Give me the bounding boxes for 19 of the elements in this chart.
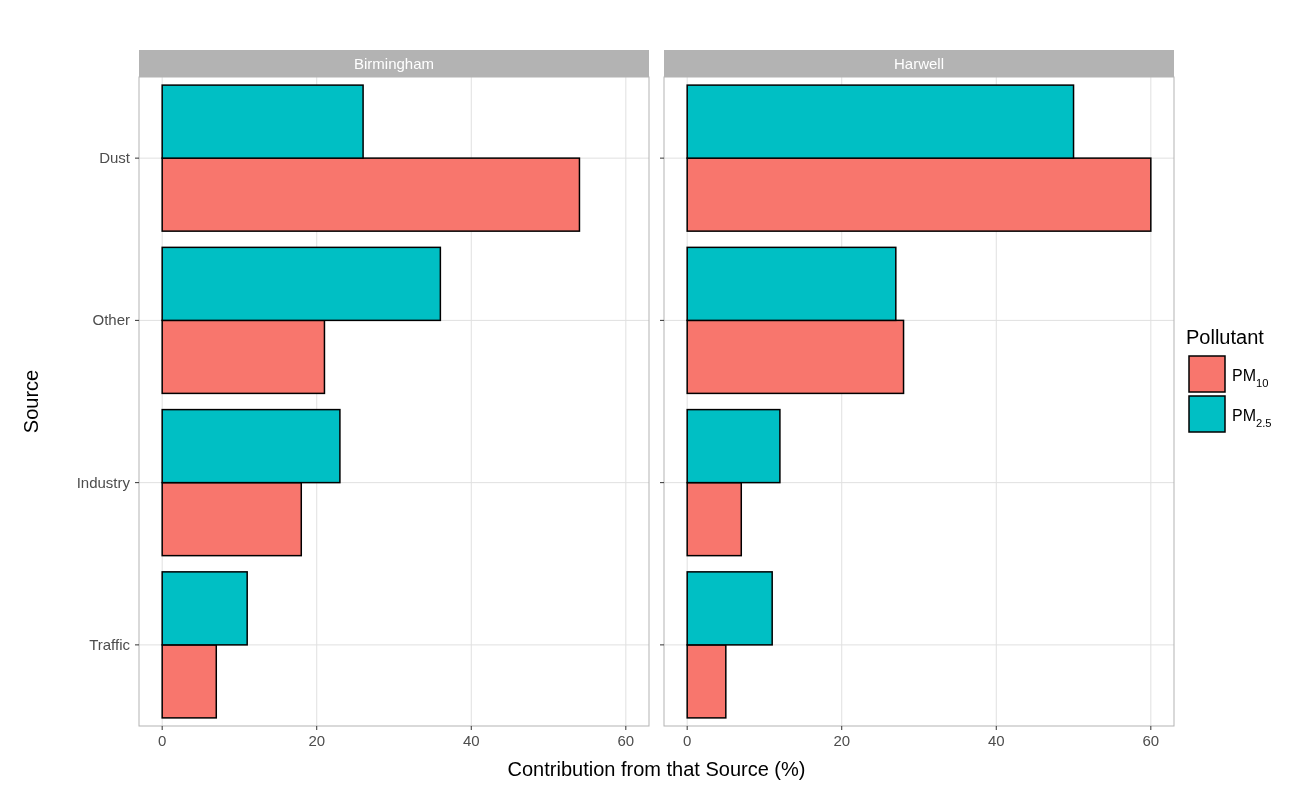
y-tick-label: Dust [99, 149, 131, 167]
x-tick-label: 40 [987, 732, 1005, 749]
legend-label: PM$_{10}$ [1232, 367, 1269, 389]
chart-title: Birmingham [353, 55, 435, 72]
y-tick-label: Traffic [89, 635, 131, 653]
x-tick-label: 20 [833, 732, 851, 749]
legend-title: Pollutant [1186, 326, 1265, 348]
x-tick-label: 60 [617, 732, 635, 749]
x-tick-label: 20 [308, 732, 326, 749]
y-tick-label: Other [92, 311, 130, 329]
chart-title: Harwell [893, 55, 945, 72]
y-tick-label: Industry [76, 473, 131, 491]
x-tick-label: 0 [683, 732, 692, 749]
x-tick-label: 60 [1142, 732, 1160, 749]
x-tick-label: 0 [158, 732, 167, 749]
y-axis-title: Source [20, 369, 42, 434]
x-axis-title: Contribution from that Source (%) [507, 758, 806, 780]
legend-label: PM$_{2.5}$ [1232, 407, 1272, 429]
x-tick-label: 40 [462, 732, 480, 749]
